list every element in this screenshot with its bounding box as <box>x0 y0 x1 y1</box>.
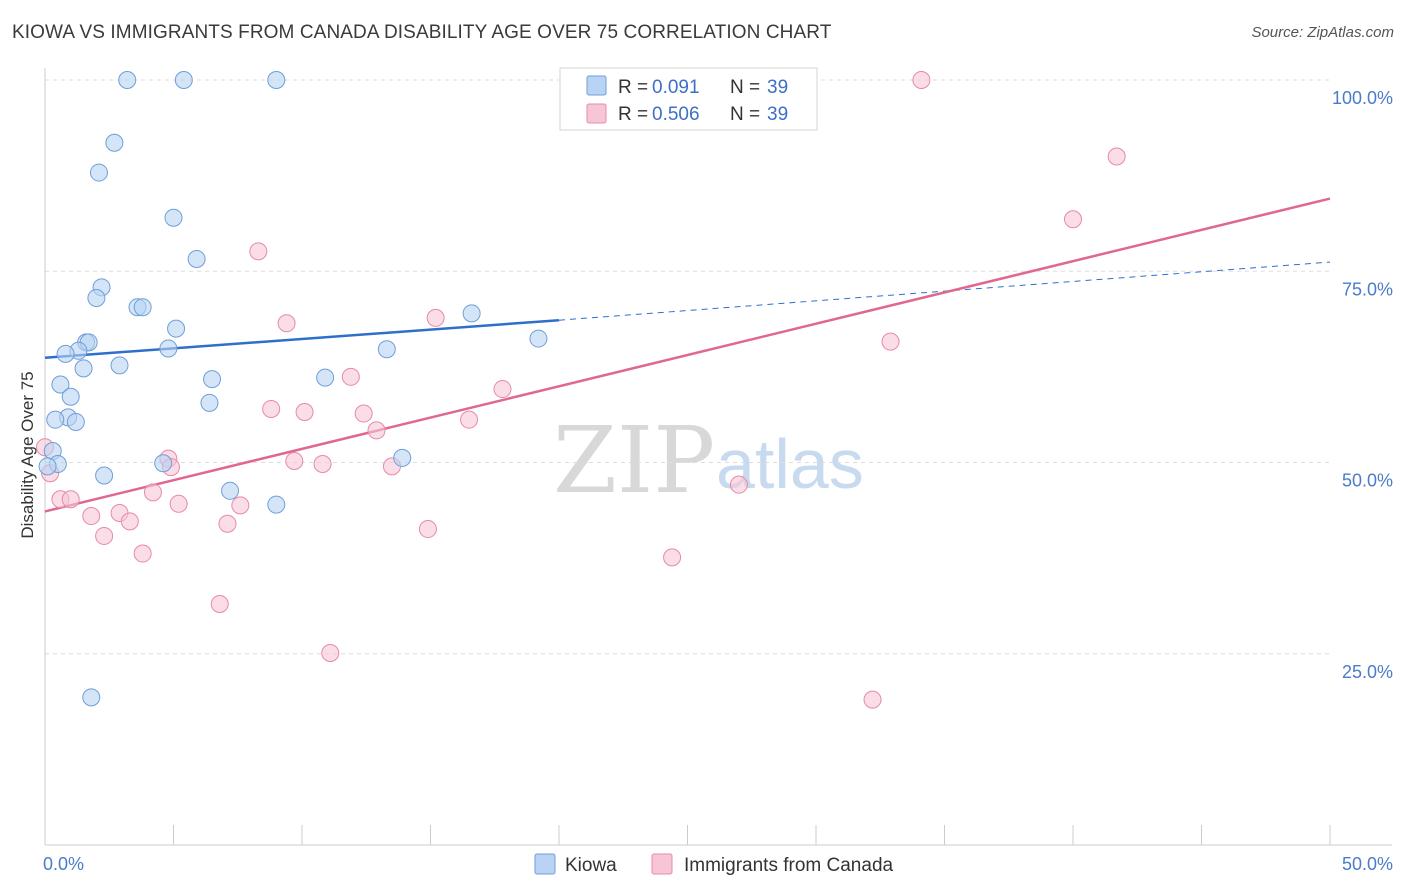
bottom-legend-kiowa-label: Kiowa <box>565 855 617 876</box>
point-canada <box>912 71 931 89</box>
point-kiowa <box>221 481 240 500</box>
point-canada <box>418 520 437 539</box>
point-kiowa <box>200 393 219 412</box>
point-canada <box>1107 147 1126 166</box>
point-canada <box>426 308 445 327</box>
x-tick-label: 0.0% <box>43 854 84 874</box>
bottom-legend-canada-label: Immigrants from Canada <box>684 855 894 876</box>
legend-canada-n-value: 39 <box>767 104 788 125</box>
point-kiowa <box>56 344 75 363</box>
y-tick-label: 75.0% <box>1342 279 1393 299</box>
point-canada <box>881 332 900 351</box>
point-kiowa <box>267 71 286 89</box>
point-canada <box>169 494 188 513</box>
point-canada <box>663 548 682 567</box>
point-canada <box>354 404 373 423</box>
point-canada <box>460 410 479 429</box>
tick-labels: 25.0% 50.0% 75.0% 100.0% 0.0% 50.0% <box>43 88 1393 874</box>
point-canada <box>493 380 512 399</box>
point-canada <box>313 455 332 474</box>
point-canada <box>729 475 748 494</box>
point-kiowa <box>164 208 183 227</box>
point-kiowa <box>462 304 481 323</box>
y-tick-label: 50.0% <box>1342 471 1393 491</box>
point-canada <box>262 399 281 418</box>
source-label: Source: ZipAtlas.com <box>1251 24 1394 41</box>
point-canada <box>95 526 114 545</box>
point-kiowa <box>159 339 178 358</box>
point-canada <box>231 496 250 515</box>
point-kiowa <box>61 387 80 406</box>
point-kiowa <box>46 410 65 429</box>
point-kiowa <box>529 329 548 348</box>
point-canada <box>82 507 101 526</box>
point-kiowa <box>51 375 70 394</box>
point-canada <box>285 451 304 470</box>
legend-kiowa-r-label: R = <box>618 77 648 98</box>
legend-canada-swatch <box>586 103 607 124</box>
chart-title: KIOWA VS IMMIGRANTS FROM CANADA DISABILI… <box>12 22 832 43</box>
point-kiowa <box>203 370 222 389</box>
point-kiowa <box>154 454 173 473</box>
point-kiowa <box>89 163 108 182</box>
y-axis-label: Disability Age Over 75 <box>18 371 37 538</box>
point-kiowa <box>74 359 93 378</box>
point-kiowa <box>377 340 396 359</box>
point-kiowa <box>174 71 193 89</box>
point-kiowa <box>118 71 137 89</box>
point-canada <box>295 403 314 422</box>
point-canada <box>277 314 296 333</box>
point-canada <box>249 242 268 261</box>
legend-kiowa-n-value: 39 <box>767 77 788 98</box>
point-canada <box>143 483 162 502</box>
y-tick-label: 25.0% <box>1342 662 1393 682</box>
bottom-legend-kiowa-swatch <box>534 853 556 875</box>
point-canada <box>133 544 152 563</box>
point-kiowa <box>110 356 129 375</box>
point-kiowa <box>167 319 186 338</box>
legend-kiowa-n-label: N = <box>730 77 760 98</box>
point-kiowa <box>187 250 206 269</box>
grid-lines <box>45 79 1330 655</box>
series-kiowa-points <box>38 71 548 707</box>
trend-kiowa-dashed <box>558 261 1331 321</box>
point-canada <box>341 367 360 386</box>
legend-box: R = 0.091 N = 39 R = 0.506 N = 39 <box>559 67 818 131</box>
point-canada <box>1064 210 1082 229</box>
point-kiowa <box>38 457 57 476</box>
point-kiowa <box>95 466 114 485</box>
point-kiowa <box>267 495 286 514</box>
legend-kiowa-swatch <box>586 75 607 96</box>
point-kiowa <box>66 412 85 431</box>
axes <box>44 68 1392 846</box>
x-tick-label: 50.0% <box>1342 854 1393 874</box>
point-kiowa <box>87 289 106 308</box>
point-canada <box>218 514 237 533</box>
trend-lines <box>44 197 1331 513</box>
point-canada <box>863 690 882 709</box>
legend-canada-r-label: R = <box>618 104 648 125</box>
point-canada <box>367 421 386 440</box>
point-kiowa <box>133 298 152 317</box>
series-canada-points <box>36 71 1126 709</box>
y-tick-label: 100.0% <box>1332 88 1393 108</box>
legend-canada-n-label: N = <box>730 104 760 125</box>
point-kiowa <box>82 688 101 707</box>
point-canada <box>210 595 229 614</box>
trend-canada <box>44 197 1331 513</box>
point-canada <box>321 643 340 662</box>
legend-kiowa-r-value: 0.091 <box>652 77 700 98</box>
legend-canada-r-value: 0.506 <box>652 104 700 125</box>
point-canada <box>61 490 80 509</box>
point-kiowa <box>105 133 124 152</box>
bottom-legend-canada-swatch <box>651 853 673 875</box>
point-canada <box>120 512 139 531</box>
point-kiowa <box>316 368 335 387</box>
point-kiowa <box>393 448 412 467</box>
trend-kiowa-solid <box>44 318 560 359</box>
bottom-legend: Kiowa Immigrants from Canada <box>534 853 894 876</box>
watermark-zip: ZIP <box>553 407 715 514</box>
